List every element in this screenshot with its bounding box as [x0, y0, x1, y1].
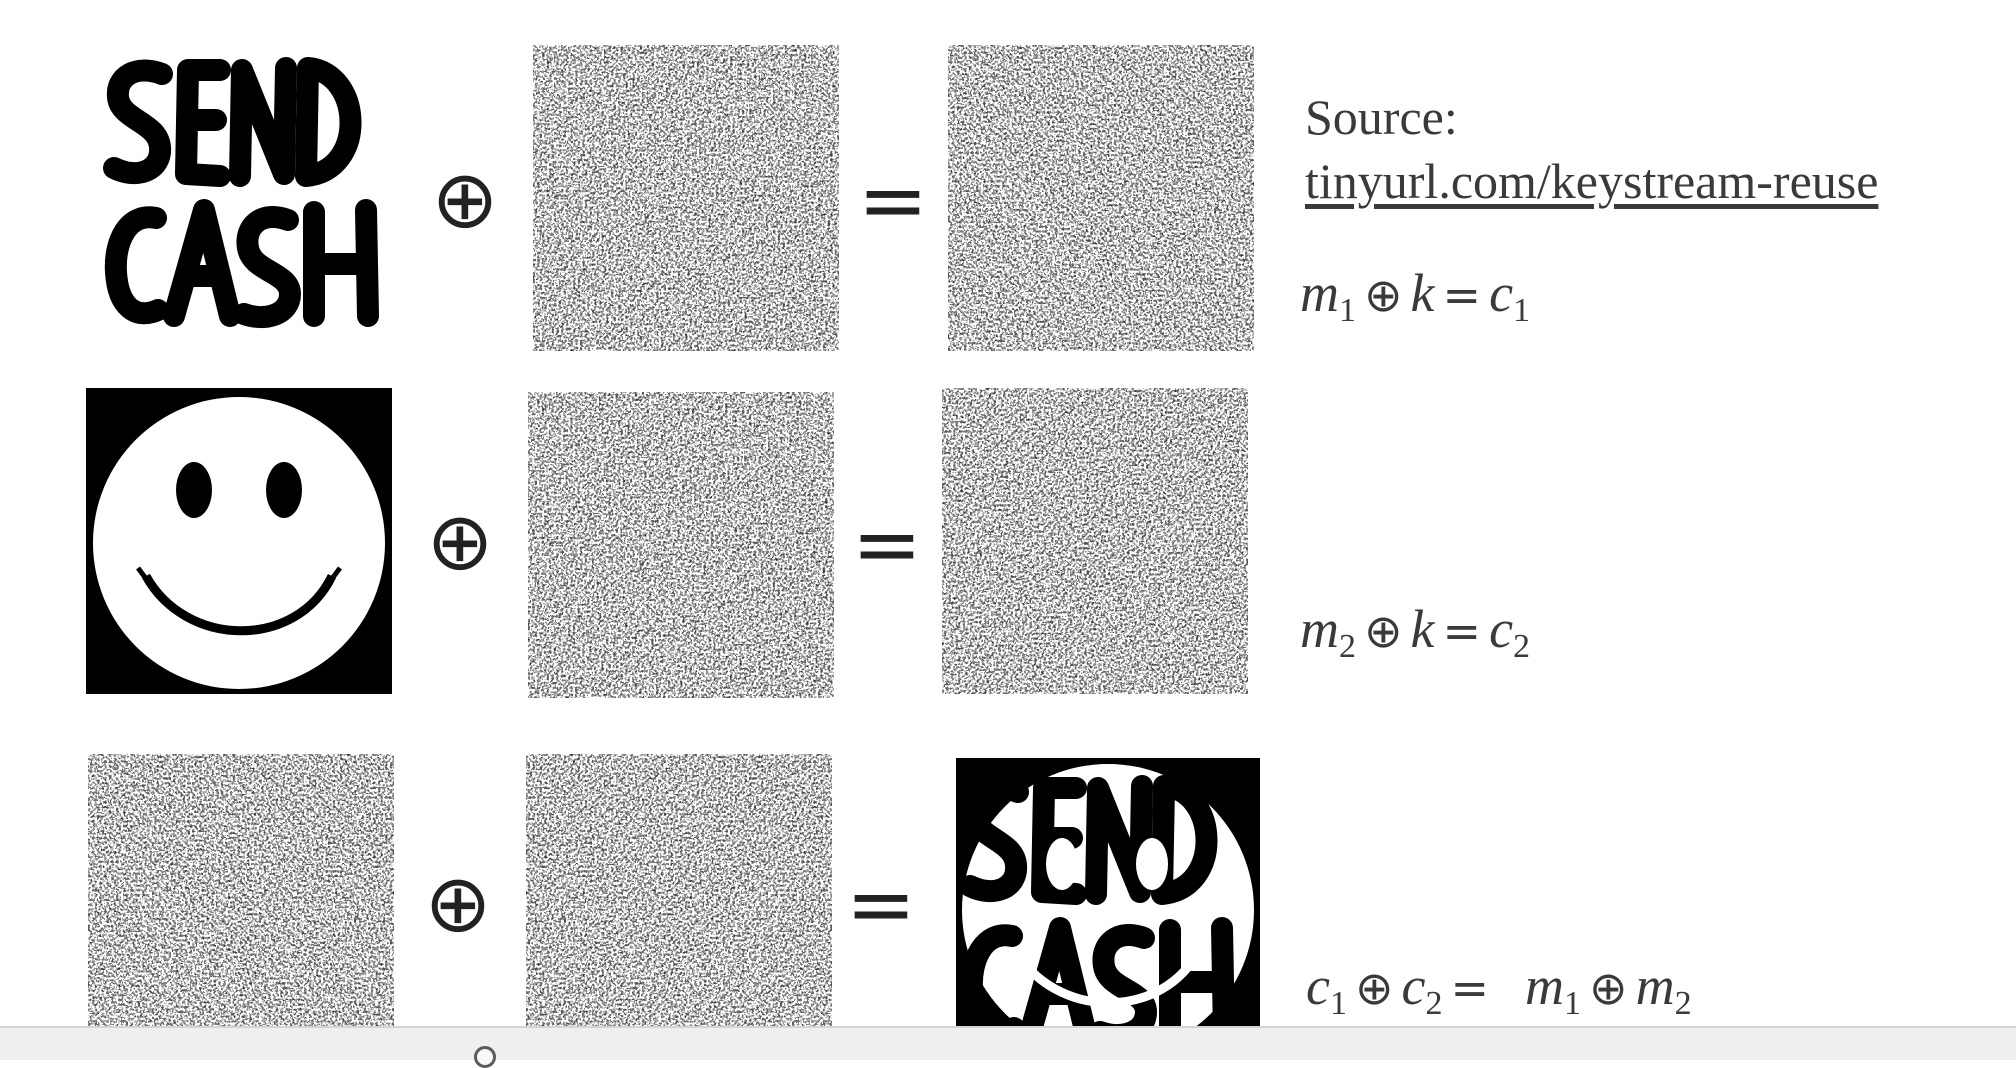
equation-row-1: m1 ⊕ k = c1 [1300, 263, 1531, 329]
send-cash-image [103, 57, 379, 329]
equals-operator: = [857, 151, 929, 249]
ciphertext-2-noise-image [942, 388, 1248, 694]
playback-bar[interactable] [0, 1026, 2016, 1060]
combined-xor-image [956, 758, 1260, 1058]
xor-operator: ⊕ [424, 857, 492, 950]
xor-operator: ⊕ [426, 495, 494, 588]
scrubber-handle[interactable] [474, 1046, 496, 1068]
ciphertext-1-noise-image [948, 45, 1254, 351]
xor-operator: ⊕ [431, 153, 499, 246]
equals-operator: = [851, 495, 923, 593]
keystream-noise-image [533, 45, 839, 351]
keystream-noise-image [528, 392, 834, 698]
ciphertext-2-noise-image [526, 754, 832, 1058]
equals-operator: = [845, 855, 917, 953]
equation-row-2: m2 ⊕ k = c2 [1300, 599, 1531, 665]
smiley-face-icon [86, 388, 392, 694]
source-label: Source: [1305, 89, 1458, 145]
source-link[interactable]: tinyurl.com/keystream-reuse [1305, 153, 1879, 209]
equation-row-3: c1 ⊕ c2 = m1 ⊕ m2 [1306, 956, 1692, 1022]
ciphertext-1-noise-image [88, 754, 394, 1058]
